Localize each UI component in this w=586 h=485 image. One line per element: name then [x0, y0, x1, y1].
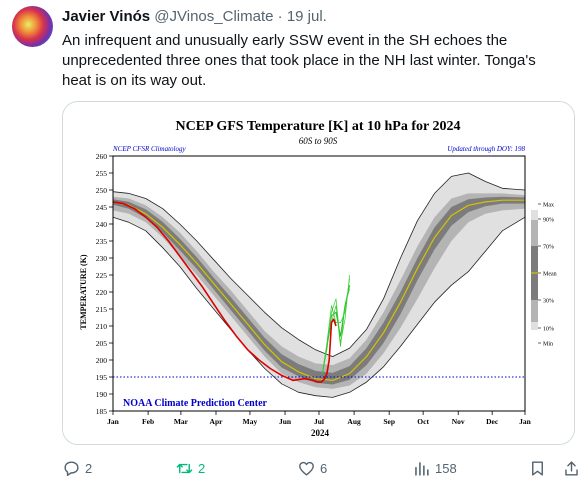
series-2024-line [112, 201, 337, 383]
repost-button[interactable]: 2 [175, 456, 205, 480]
x-axis-label: 2024 [311, 428, 330, 438]
tweet-header: Javier Vinós @JVinos_Climate · 19 jul. [62, 8, 327, 25]
x-tick-label: Mar [174, 417, 189, 426]
repost-icon [176, 463, 193, 473]
x-tick-label: Aug [347, 417, 361, 426]
y-tick-label: 195 [96, 373, 108, 382]
footer-text: NOAA Climate Prediction Center [123, 398, 268, 409]
y-tick-label: 225 [96, 271, 108, 280]
like-button[interactable]: 6 [297, 456, 327, 480]
x-tick-label: May [243, 417, 258, 426]
y-tick-label: 250 [96, 186, 108, 195]
min-line [112, 216, 526, 398]
share-icon [565, 460, 578, 476]
like-count: 6 [320, 460, 328, 476]
y-tick-label: 215 [96, 305, 108, 314]
views-icon [415, 461, 429, 476]
author-name[interactable]: Javier Vinós [62, 8, 151, 25]
y-tick-label: 220 [96, 288, 108, 297]
views-count: 158 [435, 460, 457, 476]
y-tick-label: 210 [96, 322, 108, 331]
y-axis-label: TEMPERATURE (K) [79, 254, 88, 330]
bookmark-icon [532, 460, 543, 476]
legend-label: 70% [543, 245, 554, 251]
avatar[interactable] [12, 6, 53, 47]
heart-icon [299, 461, 314, 476]
plot-area: 185 190 195 200 205 210 215 220 225 230 235 240 245 2… [96, 152, 557, 426]
forecast-member-line [322, 274, 350, 374]
legend-label: Mean [543, 272, 557, 278]
x-tick-label: Oct [417, 417, 429, 426]
x-tick-label: Nov [452, 417, 465, 426]
forecast-member-line [322, 288, 350, 374]
x-tick-label: Dec [486, 417, 499, 426]
reply-count: 2 [85, 460, 93, 476]
repost-count: 2 [198, 460, 206, 476]
legend-label: Min [543, 342, 553, 348]
reply-button[interactable]: 2 [62, 456, 92, 480]
x-tick-label: Jun [279, 417, 292, 426]
x-tick-label: Feb [142, 417, 154, 426]
y-tick-label: 200 [96, 356, 108, 365]
x-tick-label: Jan [519, 417, 532, 426]
y-tick-label: 245 [96, 203, 108, 212]
x-tick-label: Sep [383, 417, 395, 426]
author-handle[interactable]: @JVinos_Climate [154, 8, 274, 25]
action-bar: 2 2 6 158 [62, 456, 582, 480]
legend-label: 30% [543, 299, 554, 305]
y-tick-label: 190 [96, 390, 108, 399]
tweet-text: An infrequent and unusually early SSW ev… [62, 32, 536, 89]
updated-note: Updated through DOY: 198 [447, 145, 525, 153]
bookmark-button[interactable] [528, 456, 547, 480]
climatology-note: NCEP CFSR Climatology [112, 145, 186, 153]
y-tick-label: 260 [96, 152, 108, 161]
x-tick-label: Apr [210, 417, 224, 426]
y-tick-label: 240 [96, 220, 108, 229]
chart-title: NCEP GFS Temperature [K] at 10 hPa for 2… [176, 119, 461, 134]
x-tick-label: Jul [314, 417, 324, 426]
legend-label: Max [543, 203, 554, 209]
forecast-member-line [322, 278, 350, 374]
chart-subtitle: 60S to 90S [299, 136, 338, 146]
mean-line [112, 199, 525, 381]
temperature-chart: NCEP GFS Temperature [K] at 10 hPa for 2… [63, 102, 574, 444]
max-min-band [113, 173, 525, 398]
tweet-date[interactable]: 19 jul. [286, 8, 327, 25]
max-line [112, 172, 526, 357]
y-tick-label: 230 [96, 254, 108, 263]
reply-icon [64, 460, 79, 476]
tweet-media[interactable]: NCEP GFS Temperature [K] at 10 hPa for 2… [62, 101, 575, 445]
y-tick-label: 255 [96, 169, 108, 178]
y-tick-label: 205 [96, 339, 108, 348]
y-tick-label: 185 [96, 407, 108, 416]
percentile-10-90-band [113, 193, 525, 389]
views-button[interactable]: 158 [412, 456, 457, 480]
legend-label: 10% [543, 327, 554, 333]
separator: · [277, 8, 283, 25]
legend-label: 90% [543, 218, 554, 224]
x-tick-label: Jan [107, 417, 120, 426]
y-tick-label: 235 [96, 237, 108, 246]
share-button[interactable] [562, 456, 581, 480]
